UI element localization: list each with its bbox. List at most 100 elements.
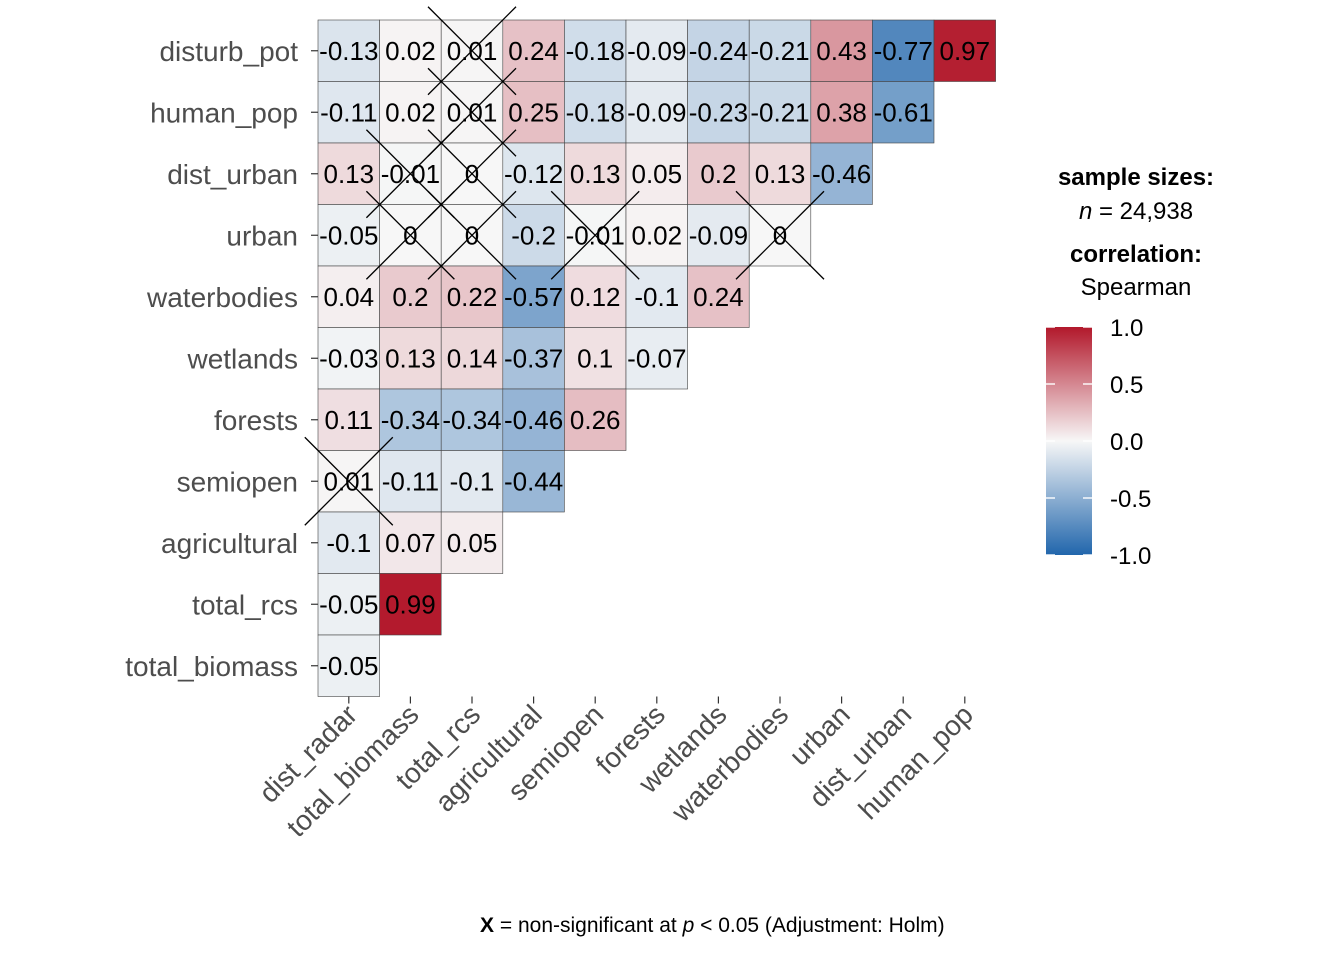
heatmap-cell [564,327,627,390]
heatmap-cell [317,511,380,574]
cell-value-label: -0.57 [504,282,563,312]
heatmap-cell [379,327,442,390]
cell-value-label: 0.2 [700,159,736,189]
heatmap-cell [933,19,996,82]
y-tick-label: dist_urban [167,159,298,190]
y-tick-label: semiopen [177,466,298,497]
cell-value-label: 0.38 [816,97,867,127]
cell-value-label: -0.1 [634,282,679,312]
y-tick-label: human_pop [150,97,298,128]
cell-value-label: -0.1 [326,528,371,558]
legend-corr-title: correlation: [1069,241,1203,268]
non-significant-crosses [304,6,825,526]
heatmap-cell [564,388,627,451]
cell-value-label: 0 [465,159,479,189]
heatmap-cell [625,327,688,390]
heatmap-cell [748,19,812,82]
cell-value-label: -0.05 [319,651,378,681]
heatmap-cell [502,327,565,390]
caption-marker: X [480,914,495,937]
y-tick-label: wetlands [186,343,298,374]
heatmap-cell [625,204,688,267]
legend-n-value: = 24,938 [1098,198,1194,225]
legend-tick-label: 0.5 [1110,372,1143,399]
cell-value-label: 0.99 [385,589,436,619]
heatmap-cell [440,511,504,574]
non-significant-cross [427,6,517,96]
cell-value-label: 0.02 [385,97,436,127]
cell-value-label: -0.23 [689,97,748,127]
cell-value-label: 0.01 [447,97,498,127]
cell-value-label: 0.13 [755,159,806,189]
cell-value-label: 0.22 [447,282,498,312]
cell-value-label: -0.07 [627,343,686,373]
y-tick-label: total_biomass [125,651,298,682]
y-tick-label: waterbodies [146,282,298,313]
cell-value-label: 0 [403,220,417,250]
heatmap-cell [440,327,504,390]
y-tick-label: urban [226,220,298,251]
cell-value-label: -0.37 [504,343,563,373]
cell-value-label: -0.12 [504,159,563,189]
heatmap-cell [810,81,873,144]
heatmap-cell [625,19,688,82]
cell-value-label: -0.46 [812,159,871,189]
heatmap-cell [502,388,565,451]
heatmap-cell [440,388,504,451]
cell-value-label: 0.04 [323,282,374,312]
caption: X = non-significant at p < 0.05 (Adjustm… [480,914,945,938]
cell-value-label: -0.46 [504,405,563,435]
legend-tick-label: -0.5 [1110,486,1151,513]
heatmap-cell [379,573,442,636]
cell-value-label: 0 [773,220,787,250]
cell-value-label: -0.01 [566,220,625,250]
cell-value-label: -0.09 [627,97,686,127]
cell-value-label: 0.43 [816,36,867,66]
cell-value-label: 0.11 [324,405,373,435]
cell-value-label: -0.44 [504,466,563,496]
cell-value-label: 0.02 [631,220,682,250]
cell-value-label: -0.09 [689,220,748,250]
cell-value-label: 0.02 [385,36,436,66]
cell-value-label: -0.77 [874,36,933,66]
cell-value-label: 0.13 [570,159,621,189]
cell-value-label: 0.26 [570,405,621,435]
heatmap-cell [872,81,935,144]
cell-value-label: 0.24 [693,282,744,312]
cell-value-label: -0.05 [319,220,378,250]
legend-n-symbol: n [1078,198,1093,225]
cell-value-label: -0.11 [382,466,439,496]
cell-value-label: -0.09 [627,36,686,66]
non-significant-cross [365,129,455,219]
y-tick-label: disturb_pot [159,36,298,67]
non-significant-cross [365,190,455,280]
cell-value-label: 0.07 [385,528,436,558]
heatmap-cell [748,142,812,205]
cell-value-label: 0.01 [447,36,498,66]
cell-value-label: -0.21 [750,36,809,66]
cell-value-label: -0.1 [450,466,495,496]
heatmap-cell [625,81,688,144]
cell-value-label: -0.18 [566,97,625,127]
cell-value-label: 0.05 [447,528,498,558]
non-significant-cross [550,190,640,280]
cell-value-label: 0.13 [385,343,436,373]
heatmap-cell [440,450,504,513]
cell-value-label: 0.97 [939,36,990,66]
caption-p: p [682,914,695,937]
cell-value-label: 0.25 [508,97,559,127]
cell-value-label: -0.61 [874,97,933,127]
cell-value-label: 0.24 [508,36,559,66]
cell-value-label: 0.14 [447,343,498,373]
color-legend: 1.0 0.5 0.0 -0.5 -1.0 [1046,315,1151,570]
legend-tick-label: -1.0 [1110,543,1151,570]
heatmap-cell [872,19,935,82]
caption-text-1: = non-significant at [499,914,677,937]
cell-value-label: 0.01 [323,466,374,496]
heatmap-cell [317,327,380,390]
heatmap-cell [564,81,627,144]
heatmap-cell [687,81,750,144]
y-tick-label: agricultural [161,528,298,559]
cell-value-label: -0.21 [750,97,809,127]
legend-tick-label: 1.0 [1110,315,1143,342]
